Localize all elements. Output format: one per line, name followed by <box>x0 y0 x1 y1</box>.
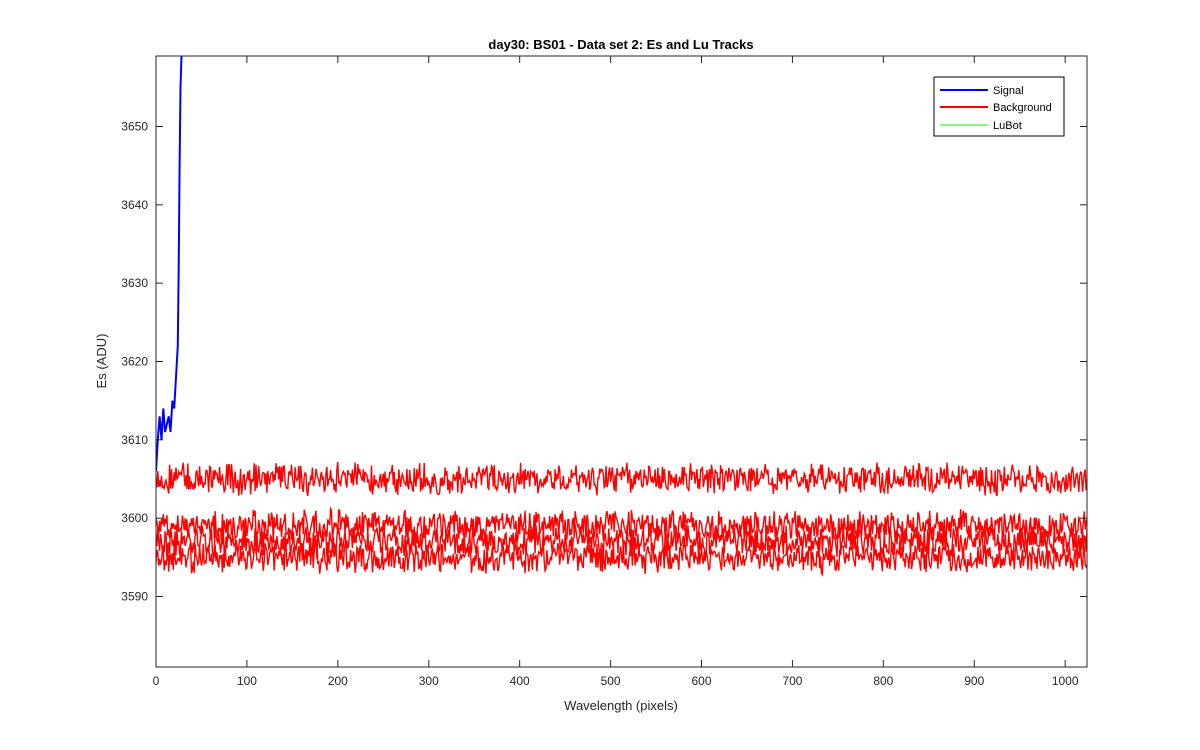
legend-label-lubot: LuBot <box>993 120 1022 132</box>
y-tick-label: 3600 <box>121 511 148 525</box>
y-tick-label: 3610 <box>121 433 148 447</box>
background-track-line <box>156 461 1087 497</box>
x-tick-label: 300 <box>419 674 439 688</box>
axes-box <box>155 55 1088 668</box>
x-tick-label: 600 <box>691 674 711 688</box>
background-track-line <box>156 537 1087 577</box>
series-layer <box>156 56 1087 577</box>
y-tick-label: 3630 <box>121 276 148 290</box>
y-tick-label: 3650 <box>121 120 148 134</box>
y-tick-label: 3640 <box>121 198 148 212</box>
x-tick-label: 900 <box>964 674 984 688</box>
background-track-line <box>156 506 1087 544</box>
y-axis-label: Es (ADU) <box>94 334 109 389</box>
x-tick-label: 800 <box>873 674 893 688</box>
x-tick-label: 700 <box>782 674 802 688</box>
tick-layer: 0 100 200 300 400 500 600 700 800 900 1000 3590 3600… <box>121 56 1087 688</box>
chart-title: day30: BS01 - Data set 2: Es and Lu Trac… <box>488 37 753 52</box>
signal-line <box>156 56 183 472</box>
x-tick-label: 200 <box>328 674 348 688</box>
legend-label-background: Background <box>993 102 1052 114</box>
x-tick-label: 100 <box>237 674 257 688</box>
x-tick-label: 1000 <box>1052 674 1079 688</box>
y-tick-label: 3590 <box>121 590 148 604</box>
y-tick-label: 3620 <box>121 355 148 369</box>
legend-box <box>933 76 1065 137</box>
legend: Signal Background LuBot <box>933 76 1065 137</box>
x-tick-label: 400 <box>510 674 530 688</box>
x-tick-label: 500 <box>601 674 621 688</box>
x-axis-label: Wavelength (pixels) <box>564 698 678 713</box>
x-tick-label: 0 <box>153 674 160 688</box>
legend-label-signal: Signal <box>993 85 1024 97</box>
